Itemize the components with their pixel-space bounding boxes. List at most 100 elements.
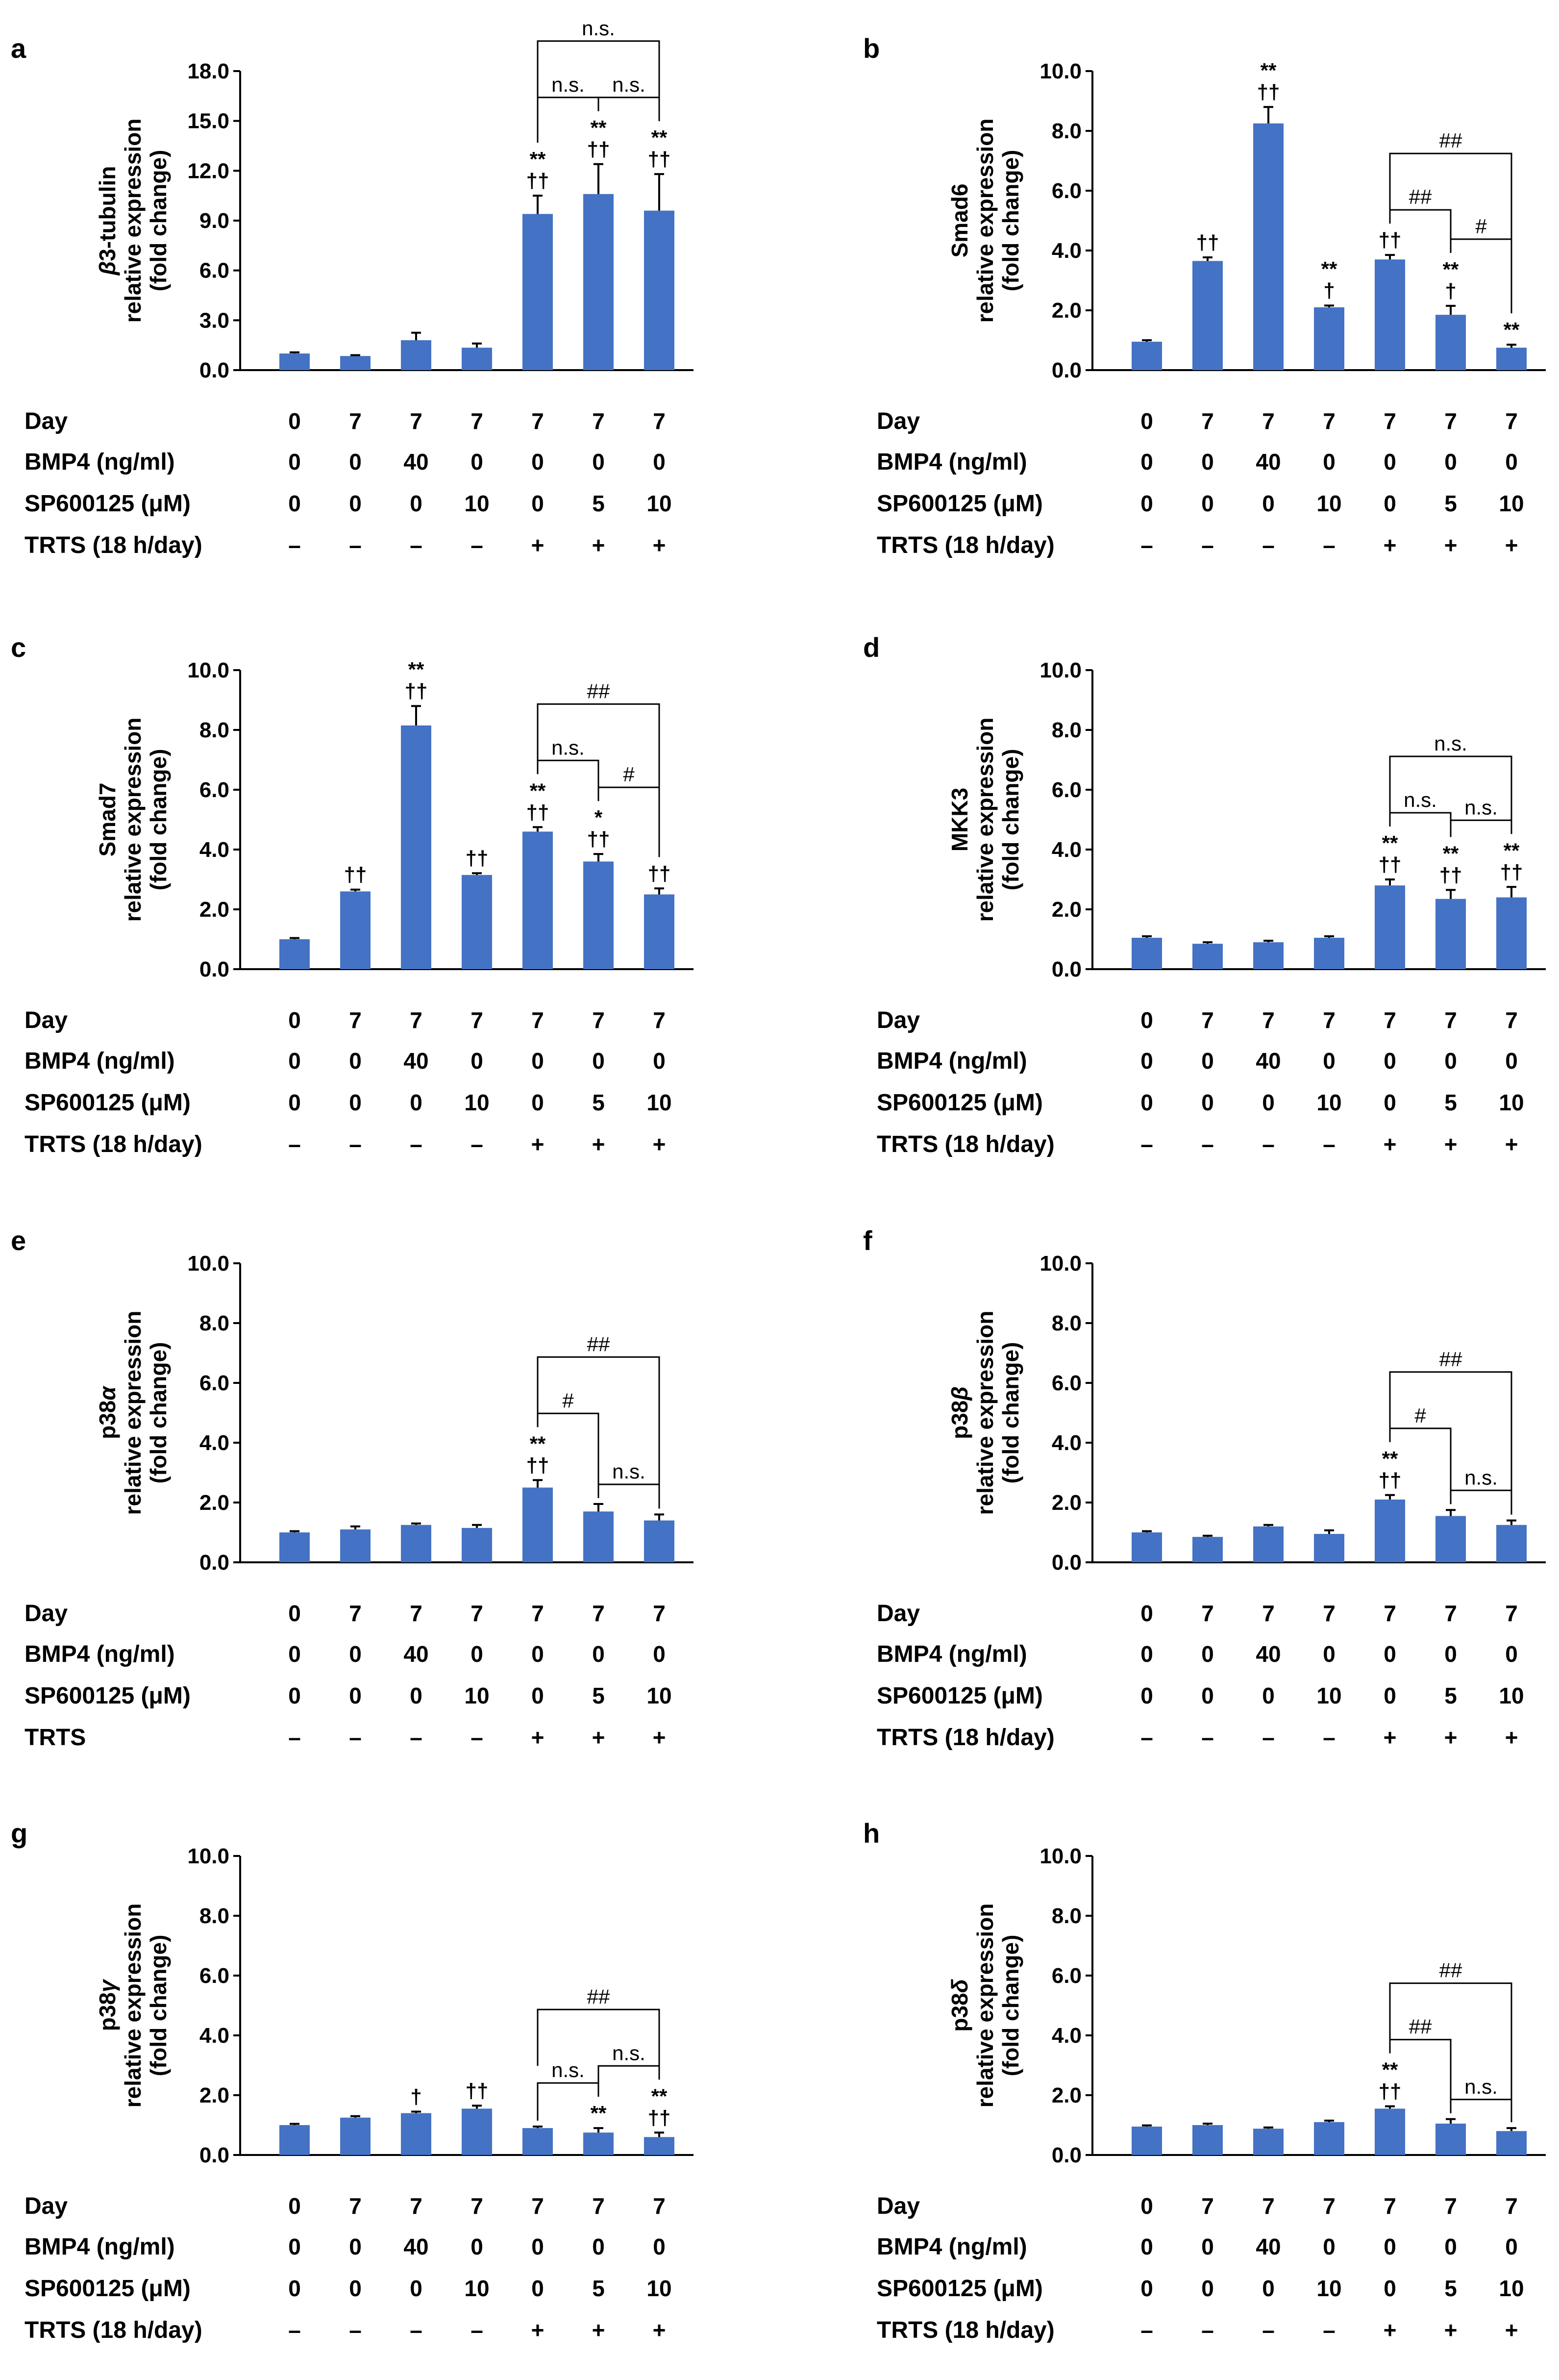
condition-row-label: Day xyxy=(25,1007,68,1033)
bar xyxy=(1375,1499,1405,1562)
condition-value: 0 xyxy=(1201,2276,1214,2301)
panel-letter: f xyxy=(863,1225,872,1256)
bracket xyxy=(1389,812,1452,837)
y-label-line2: relative expression xyxy=(972,1311,998,1515)
condition-value: + xyxy=(653,2317,666,2343)
condition-value: 10 xyxy=(1499,1683,1524,1708)
condition-value: 0 xyxy=(288,408,301,434)
significance-mark: ** xyxy=(530,148,546,171)
condition-value: 7 xyxy=(1444,2193,1457,2219)
condition-value: 5 xyxy=(1444,1090,1457,1115)
condition-value: + xyxy=(531,1725,544,1750)
panel-f: f 0.0 2.0 4.0 6.0 8.0 10.0 p38β relative express… xyxy=(863,1225,1546,1751)
bar xyxy=(1435,2123,1466,2155)
condition-value: 7 xyxy=(349,1601,362,1626)
condition-row-label: Day xyxy=(877,408,920,434)
y-label-gene: p38δ xyxy=(947,1979,972,2031)
condition-value: + xyxy=(1444,1131,1458,1157)
bracket xyxy=(1389,1428,1452,1504)
significance-mark: ** xyxy=(1504,318,1520,341)
y-tick-label: 0.0 xyxy=(1052,1551,1082,1575)
bar xyxy=(1435,1516,1466,1562)
condition-value: 7 xyxy=(349,408,362,434)
bar xyxy=(1375,259,1405,370)
condition-value: 0 xyxy=(1140,2234,1153,2259)
condition-value: 0 xyxy=(349,2234,362,2259)
condition-value: 0 xyxy=(1262,2276,1275,2301)
y-label-gene: p38γ xyxy=(95,1979,120,2031)
condition-value: 10 xyxy=(646,2276,671,2301)
panel-letter: h xyxy=(863,1818,880,1849)
condition-value: 0 xyxy=(1384,1090,1396,1115)
bracket xyxy=(1389,152,1512,314)
condition-value: 7 xyxy=(653,408,666,434)
condition-row-label: TRTS (18 h/day) xyxy=(25,532,202,558)
condition-value: – xyxy=(288,1131,301,1157)
condition-value: 7 xyxy=(470,1601,483,1626)
condition-value: 0 xyxy=(1384,1683,1396,1708)
condition-value: 0 xyxy=(1262,1090,1275,1115)
significance-mark: †† xyxy=(1257,80,1280,103)
condition-value: 0 xyxy=(1140,1048,1153,1074)
condition-value: – xyxy=(470,1725,483,1750)
y-tick-label: 0.0 xyxy=(1052,2143,1082,2167)
bracket xyxy=(537,40,660,122)
condition-value: 0 xyxy=(1505,2234,1518,2259)
significance-mark: ** xyxy=(1261,59,1277,82)
bracket xyxy=(1389,1982,1512,2123)
y-label-gene-part: p38 xyxy=(947,1401,972,1439)
condition-value: 0 xyxy=(349,1048,362,1074)
condition-row-label: TRTS (18 h/day) xyxy=(877,1131,1055,1157)
condition-value: 10 xyxy=(1499,1090,1524,1115)
condition-value: 10 xyxy=(464,1683,489,1708)
condition-value: + xyxy=(592,1725,605,1750)
y-label-gene-part: p38 xyxy=(95,1992,120,2031)
condition-value: 0 xyxy=(288,1007,301,1033)
condition-value: – xyxy=(1262,1131,1275,1157)
condition-row-label: Day xyxy=(877,1601,920,1627)
significance-mark: †† xyxy=(587,827,610,851)
condition-value: 0 xyxy=(1201,1048,1214,1074)
y-tick-label: 4.0 xyxy=(1052,1431,1082,1455)
panel-h: h 0.0 2.0 4.0 6.0 8.0 10.0 p38δ relative express… xyxy=(863,1818,1546,2343)
condition-value: 0 xyxy=(288,491,301,516)
condition-row-label: BMP4 (ng/ml) xyxy=(25,449,175,475)
condition-value: 0 xyxy=(531,2234,544,2259)
bracket-label: ## xyxy=(1409,2015,1432,2038)
significance-mark: †† xyxy=(466,2079,489,2102)
condition-value: – xyxy=(1323,1725,1336,1750)
condition-value: 5 xyxy=(592,1683,605,1708)
condition-value: 0 xyxy=(592,1048,605,1074)
significance-mark: ** xyxy=(1504,839,1520,862)
condition-value: – xyxy=(1201,532,1214,558)
condition-value: 10 xyxy=(1316,1683,1341,1708)
condition-value: 10 xyxy=(1316,1090,1341,1115)
bracket-label: ## xyxy=(587,679,610,702)
condition-value: 7 xyxy=(1262,1007,1275,1033)
condition-value: 0 xyxy=(1384,1641,1396,1667)
bracket xyxy=(537,2008,660,2080)
y-tick-label: 6.0 xyxy=(199,1964,229,1988)
bracket xyxy=(537,2082,599,2121)
bracket-label: n.s. xyxy=(551,2058,585,2081)
y-label-gene-greek: α xyxy=(95,1385,120,1401)
condition-value: 0 xyxy=(1201,491,1214,516)
bracket-label: n.s. xyxy=(1404,788,1437,811)
bracket xyxy=(537,1356,660,1509)
condition-value: 7 xyxy=(531,1601,544,1626)
condition-value: + xyxy=(653,1131,666,1157)
condition-row-label: SP600125 (μM) xyxy=(25,2276,191,2302)
bar xyxy=(1375,885,1405,969)
y-label-line3: (fold change) xyxy=(146,749,171,891)
bracket-label: # xyxy=(1414,1404,1426,1427)
bracket xyxy=(1389,755,1512,834)
condition-value: 0 xyxy=(653,449,666,475)
condition-value: 0 xyxy=(592,2234,605,2259)
condition-value: 0 xyxy=(531,2276,544,2301)
condition-value: + xyxy=(1384,1725,1397,1750)
y-label-line3: (fold change) xyxy=(146,1342,171,1484)
condition-value: 7 xyxy=(1201,1601,1214,1626)
condition-value: – xyxy=(410,2317,422,2343)
y-tick-label: 10.0 xyxy=(187,1844,229,1868)
y-label-line3: (fold change) xyxy=(998,749,1023,891)
